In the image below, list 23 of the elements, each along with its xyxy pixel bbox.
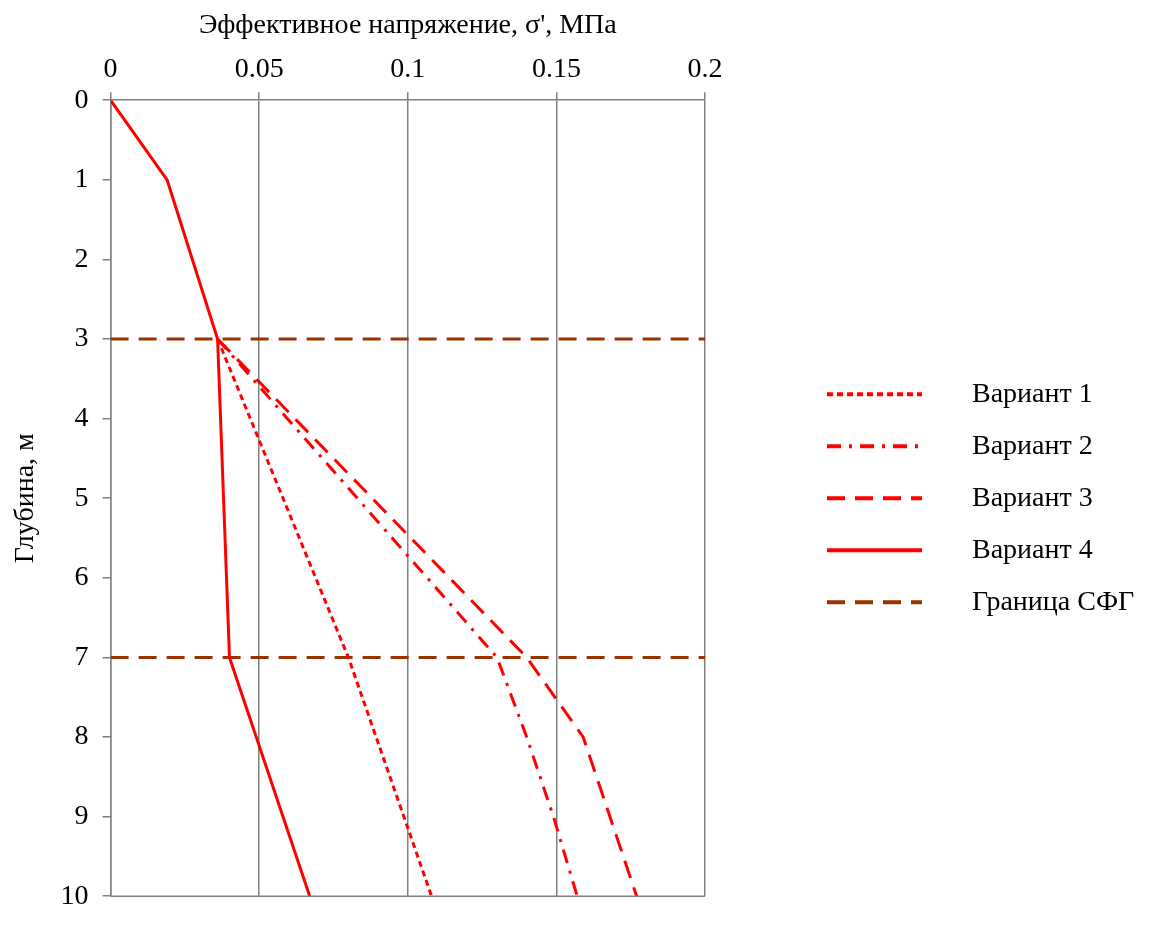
y-tick-label: 7	[74, 639, 89, 671]
y-tick-label: 10	[60, 878, 89, 910]
y-axis-title: Глубина, м	[8, 432, 40, 564]
y-tick-label: 2	[74, 241, 89, 273]
legend-label: Вариант 4	[972, 532, 1093, 564]
y-tick-label: 3	[74, 321, 89, 353]
legend-label: Вариант 3	[972, 480, 1093, 512]
legend-label: Вариант 1	[972, 376, 1093, 408]
x-tick-label: 0	[103, 51, 118, 83]
y-tick-label: 8	[74, 719, 89, 751]
x-tick-label: 0.15	[531, 51, 581, 83]
y-tick-label: 0	[74, 82, 89, 114]
legend-label: Вариант 2	[972, 428, 1093, 460]
y-tick-label: 4	[74, 400, 89, 432]
y-tick-label: 1	[74, 162, 89, 194]
x-axis-title: Эффективное напряжение, σ', МПа	[198, 8, 618, 40]
y-tick-label: 6	[74, 560, 89, 592]
y-tick-label: 5	[74, 480, 89, 512]
legend-label: Граница СФГ	[972, 584, 1135, 616]
x-tick-label: 0.05	[234, 51, 284, 83]
y-tick-label: 9	[74, 798, 89, 830]
x-tick-label: 0.2	[687, 51, 723, 83]
x-tick-label: 0.1	[390, 51, 426, 83]
